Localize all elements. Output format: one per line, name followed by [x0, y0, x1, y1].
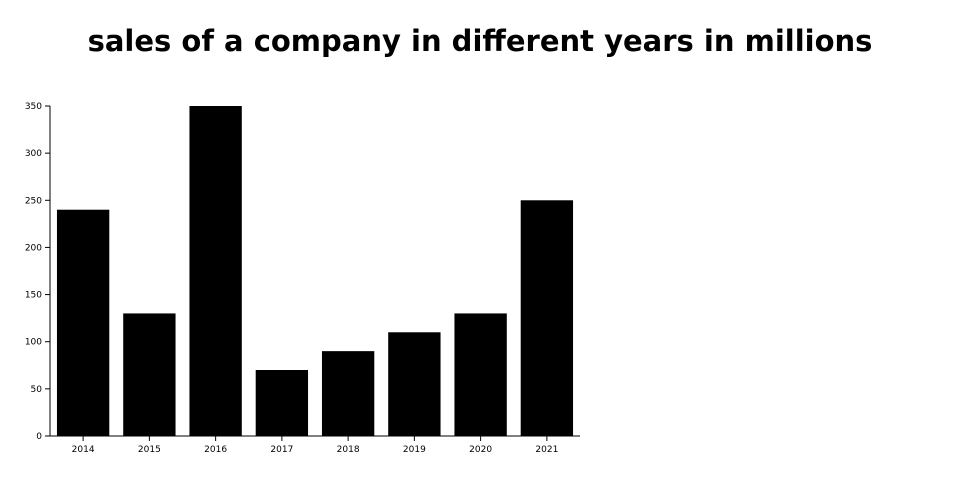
bar-2020: [454, 313, 507, 436]
bar-2016: [189, 106, 242, 436]
bar-2021: [520, 200, 574, 436]
y-tick-label: 50: [31, 385, 43, 395]
bar-2017: [255, 370, 309, 436]
x-tick-label: 2019: [403, 445, 426, 455]
y-tick-label: 0: [36, 432, 42, 442]
y-tick-label: 250: [25, 196, 42, 206]
x-tick-label: 2017: [270, 445, 293, 455]
y-tick-label: 100: [25, 338, 42, 348]
x-tick-label: 2016: [204, 445, 227, 455]
y-tick-label: 350: [25, 102, 42, 112]
x-tick-label: 2020: [469, 445, 492, 455]
bar-2014: [56, 209, 110, 436]
y-tick-label: 150: [25, 291, 42, 301]
bar-2018: [321, 351, 375, 436]
y-tick-label: 200: [25, 243, 42, 253]
x-tick-label: 2015: [138, 445, 161, 455]
x-tick-label: 2014: [72, 445, 95, 455]
bar-2015: [123, 313, 176, 436]
x-tick-label: 2018: [337, 445, 360, 455]
y-tick-label: 300: [25, 149, 42, 159]
chart-title: sales of a company in different years in…: [87, 24, 873, 58]
x-tick-label: 2021: [535, 445, 558, 455]
bar-2019: [388, 332, 441, 436]
